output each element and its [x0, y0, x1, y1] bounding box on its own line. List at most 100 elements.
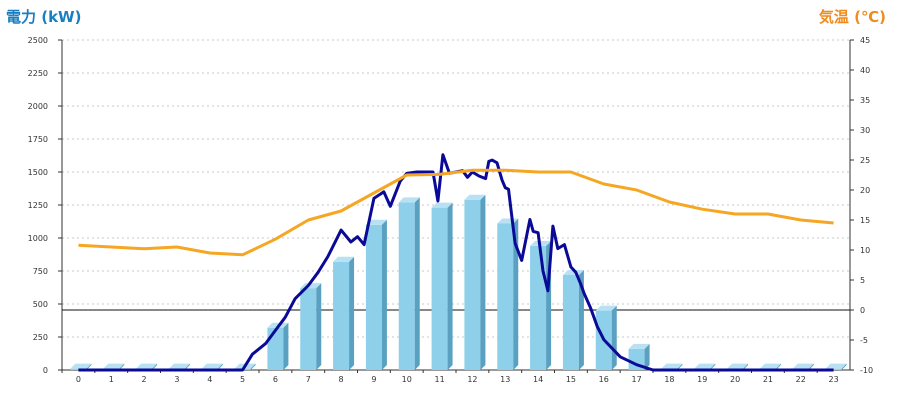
power-bar-side: [677, 363, 683, 370]
power-bar-top: [103, 363, 125, 369]
right-tick-label: 40: [860, 66, 870, 75]
power-bar-top: [661, 363, 683, 369]
power-bar-side: [743, 363, 749, 370]
power-bar-side: [250, 363, 256, 370]
right-tick-label: 35: [860, 96, 870, 105]
power-bar-side: [775, 363, 781, 370]
power-bar-top: [431, 202, 453, 208]
right-tick-label: 0: [860, 306, 865, 315]
power-bar-top: [792, 363, 814, 369]
power-bar-top: [333, 256, 355, 262]
x-tick-label: 3: [174, 375, 179, 384]
power-bar-front: [333, 261, 350, 370]
power-bar-side: [841, 363, 847, 370]
power-bar-side: [578, 269, 584, 370]
x-tick-label: 14: [533, 375, 543, 384]
right-tick-label: -5: [860, 336, 868, 345]
x-tick-label: 2: [142, 375, 147, 384]
power-bar-side: [217, 363, 223, 370]
x-tick-label: 5: [240, 375, 245, 384]
power-bar-top: [201, 363, 223, 369]
x-tick-label: 0: [76, 375, 81, 384]
power-bar-front: [562, 274, 579, 370]
x-tick-label: 6: [273, 375, 278, 384]
x-tick-label: 19: [697, 375, 707, 384]
x-tick-label: 16: [599, 375, 609, 384]
right-tick-label: -10: [860, 366, 873, 375]
power-bar-side: [414, 197, 420, 370]
power-bar-side: [349, 256, 355, 370]
power-bar-front: [530, 245, 547, 370]
left-axis-label: 電力 (kW): [6, 8, 82, 26]
left-tick-label: 1000: [28, 234, 48, 243]
x-tick-label: 23: [828, 375, 838, 384]
right-tick-label: 15: [860, 216, 870, 225]
left-tick-label: 500: [33, 300, 48, 309]
power-bar-front: [365, 224, 382, 370]
x-tick-label: 20: [730, 375, 740, 384]
power-bar-top: [825, 363, 847, 369]
power-bar-top: [168, 363, 190, 369]
x-tick-label: 15: [566, 375, 576, 384]
power-bar-front: [398, 202, 415, 370]
power-bar-top: [694, 363, 716, 369]
x-tick-label: 13: [500, 375, 510, 384]
power-bar-side: [710, 363, 716, 370]
power-bar-front: [431, 207, 448, 370]
power-demand-line: [78, 153, 834, 372]
power-bar-top: [70, 363, 92, 369]
right-tick-label: 20: [860, 186, 870, 195]
right-tick-label: 5: [860, 276, 865, 285]
right-tick-label: 30: [860, 126, 870, 135]
power-bar-side: [611, 305, 617, 370]
power-bar-side: [316, 283, 322, 370]
left-tick-label: 2250: [28, 69, 48, 78]
power-bar-side: [513, 218, 519, 370]
x-tick-label: 8: [339, 375, 344, 384]
x-tick-label: 22: [796, 375, 806, 384]
temperature-line: [78, 168, 834, 257]
x-tick-label: 10: [402, 375, 412, 384]
power-bar-side: [480, 194, 486, 370]
left-tick-label: 2500: [28, 36, 48, 45]
x-tick-label: 11: [434, 375, 444, 384]
power-bar-top: [628, 343, 650, 349]
right-tick-label: 25: [860, 156, 870, 165]
power-bar-top: [464, 194, 486, 200]
left-tick-label: 2000: [28, 102, 48, 111]
power-bar-side: [808, 363, 814, 370]
right-tick-label: 45: [860, 36, 870, 45]
left-tick-label: 250: [33, 333, 48, 342]
power-bar-front: [267, 327, 284, 370]
x-tick-label: 17: [631, 375, 641, 384]
x-tick-label: 12: [467, 375, 477, 384]
right-axis-label: 気温 (℃): [818, 8, 886, 26]
power-bar-side: [447, 202, 453, 370]
x-tick-label: 9: [371, 375, 376, 384]
x-tick-label: 21: [763, 375, 773, 384]
power-bar-top: [398, 197, 420, 203]
power-bar-top: [595, 305, 617, 311]
power-bar-front: [464, 199, 481, 370]
power-bar-top: [727, 363, 749, 369]
power-bar-front: [497, 223, 514, 370]
power-bar-side: [644, 343, 650, 370]
x-tick-label: 18: [664, 375, 674, 384]
power-bar-side: [86, 363, 92, 370]
power-bar-top: [136, 363, 158, 369]
x-tick-label: 1: [109, 375, 114, 384]
power-bar-side: [119, 363, 125, 370]
left-tick-label: 750: [33, 267, 48, 276]
x-tick-label: 4: [207, 375, 212, 384]
power-bar-side: [152, 363, 158, 370]
power-bar-top: [562, 269, 584, 275]
right-tick-label: 10: [860, 246, 870, 255]
left-tick-label: 0: [43, 366, 48, 375]
power-bar-top: [365, 219, 387, 225]
power-bar-side: [381, 219, 387, 370]
left-tick-label: 1250: [28, 201, 48, 210]
power-bar-side: [184, 363, 190, 370]
left-tick-label: 1750: [28, 135, 48, 144]
